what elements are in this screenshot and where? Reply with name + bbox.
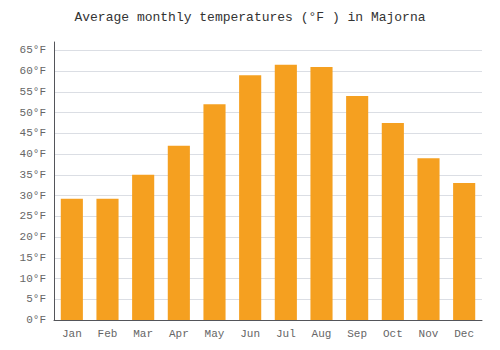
svg-text:Mar: Mar bbox=[133, 328, 153, 340]
svg-text:Aug: Aug bbox=[312, 328, 332, 340]
svg-text:35°F: 35°F bbox=[20, 169, 46, 181]
svg-text:Nov: Nov bbox=[419, 328, 439, 340]
svg-text:20°F: 20°F bbox=[20, 231, 46, 243]
svg-text:May: May bbox=[205, 328, 225, 340]
svg-text:15°F: 15°F bbox=[20, 252, 46, 264]
svg-text:55°F: 55°F bbox=[20, 86, 46, 98]
svg-text:30°F: 30°F bbox=[20, 190, 46, 202]
svg-text:65°F: 65°F bbox=[20, 44, 46, 56]
svg-text:Jan: Jan bbox=[62, 328, 82, 340]
svg-text:Sep: Sep bbox=[347, 328, 367, 340]
svg-text:Average monthly temperatures (: Average monthly temperatures (°F ) in Ma… bbox=[74, 10, 425, 25]
svg-text:Oct: Oct bbox=[383, 328, 403, 340]
svg-text:45°F: 45°F bbox=[20, 127, 46, 139]
svg-text:25°F: 25°F bbox=[20, 210, 46, 222]
svg-text:Apr: Apr bbox=[169, 328, 189, 340]
svg-text:Jun: Jun bbox=[240, 328, 260, 340]
svg-text:0°F: 0°F bbox=[26, 314, 46, 326]
svg-text:Feb: Feb bbox=[98, 328, 118, 340]
svg-text:5°F: 5°F bbox=[26, 293, 46, 305]
svg-text:10°F: 10°F bbox=[20, 273, 46, 285]
svg-text:Jul: Jul bbox=[276, 328, 296, 340]
svg-text:50°F: 50°F bbox=[20, 107, 46, 119]
svg-text:60°F: 60°F bbox=[20, 65, 46, 77]
svg-text:Dec: Dec bbox=[454, 328, 474, 340]
svg-text:40°F: 40°F bbox=[20, 148, 46, 160]
